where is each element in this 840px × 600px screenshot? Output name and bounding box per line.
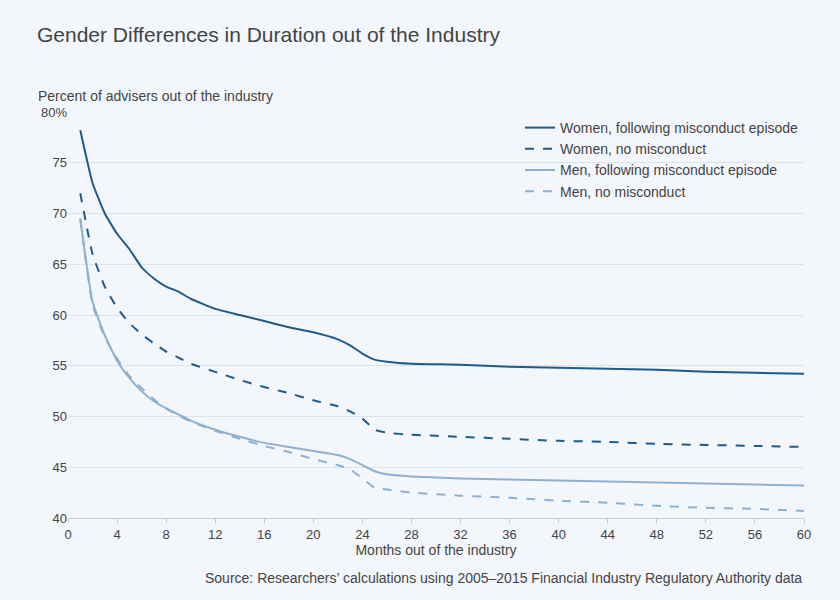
svg-text:Women, no misconduct: Women, no misconduct	[560, 141, 706, 157]
svg-text:56: 56	[748, 527, 762, 542]
svg-text:Gender Differences in Duration: Gender Differences in Duration out of th…	[37, 23, 501, 46]
svg-text:36: 36	[502, 527, 516, 542]
svg-text:Men, no misconduct: Men, no misconduct	[560, 184, 685, 200]
svg-text:8: 8	[163, 527, 170, 542]
svg-text:28: 28	[404, 527, 418, 542]
svg-text:40: 40	[551, 527, 565, 542]
svg-text:60: 60	[797, 527, 811, 542]
svg-text:Women, following misconduct ep: Women, following misconduct episode	[560, 120, 798, 136]
svg-text:Percent of advisers out of the: Percent of advisers out of the industry	[38, 88, 273, 104]
svg-text:52: 52	[699, 527, 713, 542]
svg-text:24: 24	[355, 527, 369, 542]
svg-text:16: 16	[257, 527, 271, 542]
svg-text:32: 32	[453, 527, 467, 542]
svg-text:12: 12	[208, 527, 222, 542]
svg-text:Months out of the industry: Months out of the industry	[355, 542, 516, 558]
svg-text:40: 40	[53, 511, 67, 526]
svg-text:60: 60	[53, 308, 67, 323]
svg-text:65: 65	[53, 257, 67, 272]
svg-text:50: 50	[53, 409, 67, 424]
svg-text:75: 75	[53, 155, 67, 170]
svg-text:Men, following misconduct epis: Men, following misconduct episode	[560, 162, 777, 178]
svg-text:0: 0	[64, 527, 71, 542]
svg-text:55: 55	[53, 358, 67, 373]
svg-text:45: 45	[53, 460, 67, 475]
svg-text:Source: Researchers’ calculati: Source: Researchers’ calculations using …	[205, 570, 802, 586]
svg-text:70: 70	[53, 206, 67, 221]
svg-text:20: 20	[306, 527, 320, 542]
svg-text:44: 44	[600, 527, 614, 542]
svg-text:4: 4	[113, 527, 120, 542]
svg-text:80%: 80%	[41, 105, 67, 120]
svg-text:48: 48	[650, 527, 664, 542]
